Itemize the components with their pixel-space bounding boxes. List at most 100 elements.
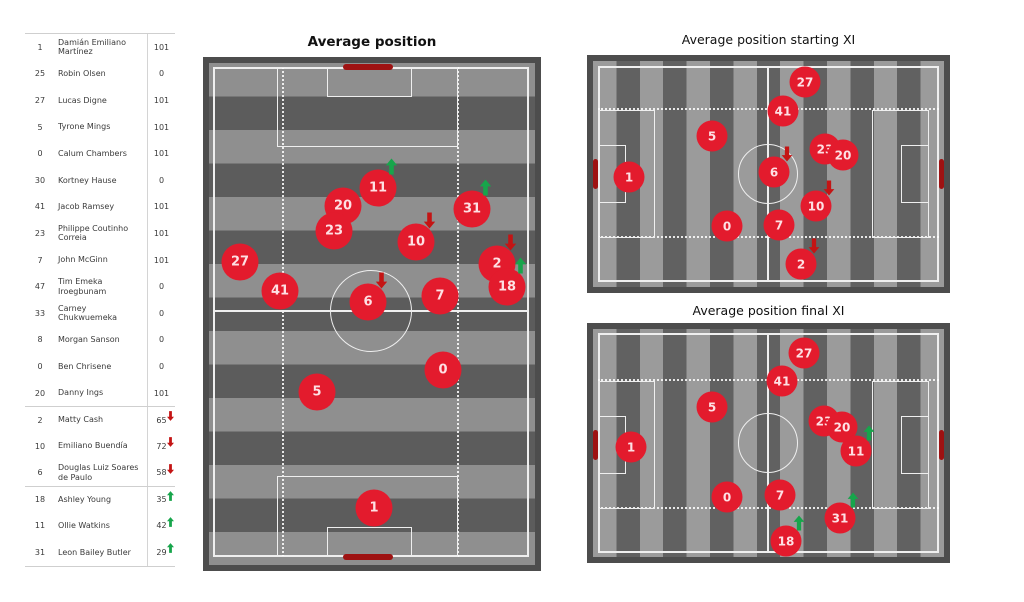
player-marker-5: 5 xyxy=(696,391,728,423)
player-minutes: 101 xyxy=(147,246,175,274)
player-marker-27: 27 xyxy=(221,243,259,281)
player-marker-number: 31 xyxy=(831,511,849,525)
player-number: 2 xyxy=(37,415,43,425)
positional-line-right xyxy=(457,67,459,557)
trend-up-icon xyxy=(167,543,174,554)
player-minutes: 101 xyxy=(147,193,175,221)
trend-up-icon xyxy=(514,257,527,274)
player-number: 25 xyxy=(34,69,46,79)
player-marker-number: 6 xyxy=(769,165,779,179)
minutes-value: 0 xyxy=(158,335,165,345)
player-marker-6: 6 xyxy=(349,272,388,321)
goal-bar-right xyxy=(939,430,944,460)
table-row: 25 Robin Olsen 0 xyxy=(25,60,175,88)
player-name: Tyrone Mings xyxy=(58,122,111,132)
minutes-value: 0 xyxy=(158,282,165,292)
table-row: 18 Ashley Young 35 xyxy=(25,486,175,513)
minutes-value: 101 xyxy=(153,228,170,238)
table-row: 23 Philippe Coutinho Correia 101 xyxy=(25,220,175,247)
player-marker-number: 41 xyxy=(774,104,792,118)
player-name: Carney Chukwuemeka xyxy=(58,303,118,323)
player-minutes: 35 xyxy=(147,487,175,513)
center-circle xyxy=(738,413,798,473)
minutes-value: 0 xyxy=(158,69,165,79)
player-minutes: 65 xyxy=(147,407,175,433)
trend-down-icon xyxy=(167,411,174,422)
table-row: 31 Leon Bailey Butler 29 xyxy=(25,539,175,566)
player-number: 33 xyxy=(34,308,46,318)
player-marker-0: 0 xyxy=(711,481,743,513)
table-row: 6 Douglas Luiz Soares de Paulo 58 xyxy=(25,459,175,487)
player-marker-31: 31 xyxy=(824,492,859,534)
goal-bar-left xyxy=(593,430,598,460)
player-marker-number: 5 xyxy=(312,384,322,400)
player-number: 31 xyxy=(34,548,46,558)
center-circle xyxy=(330,270,412,352)
player-minutes: 0 xyxy=(147,326,175,354)
center-circle xyxy=(738,144,798,204)
minutes-value: 35 xyxy=(156,495,167,505)
player-marker-6: 6 xyxy=(758,146,793,188)
player-marker-7: 7 xyxy=(764,479,796,511)
player-marker-41: 41 xyxy=(766,365,798,397)
player-number: 27 xyxy=(34,95,46,105)
player-marker-number: 27 xyxy=(796,75,814,89)
player-marker-11: 11 xyxy=(359,158,398,207)
trend-down-icon xyxy=(167,463,174,474)
trend-down-icon xyxy=(423,212,436,229)
player-marker-number: 27 xyxy=(230,254,250,270)
player-number: 10 xyxy=(34,441,46,451)
player-marker-number: 1 xyxy=(369,500,379,516)
final-xi-pitch-panel: 27 41 5 23 20 11 1 0 7 31 18 xyxy=(587,323,950,563)
minutes-value: 101 xyxy=(153,255,170,265)
player-number: 0 xyxy=(37,361,43,371)
trend-up-icon xyxy=(167,491,174,501)
table-row: 11 Ollie Watkins 42 xyxy=(25,512,175,540)
trend-up-icon xyxy=(793,515,805,531)
trend-down-icon xyxy=(781,146,793,162)
player-marker-number: 18 xyxy=(777,534,795,548)
player-number: 0 xyxy=(37,149,43,159)
player-marker-41: 41 xyxy=(767,95,799,127)
minutes-value: 72 xyxy=(156,441,167,451)
player-marker-number: 7 xyxy=(775,488,785,502)
player-name: Emiliano Buendía xyxy=(58,441,128,451)
table-row: 10 Emiliano Buendía 72 xyxy=(25,432,175,460)
player-minutes: 0 xyxy=(147,60,175,88)
player-name: Lucas Digne xyxy=(58,95,107,105)
minutes-value: 0 xyxy=(158,175,165,185)
player-name: Ashley Young xyxy=(58,495,112,505)
trend-down-icon xyxy=(823,180,835,196)
player-marker-0: 0 xyxy=(424,351,462,389)
player-marker-5: 5 xyxy=(696,120,728,152)
table-row: 2 Matty Cash 65 xyxy=(25,406,175,433)
player-marker-7: 7 xyxy=(421,277,459,315)
player-marker-number: 20 xyxy=(833,420,851,434)
player-number: 8 xyxy=(37,335,43,345)
player-marker-number: 1 xyxy=(626,440,636,454)
player-number: 23 xyxy=(34,228,46,238)
player-marker-23: 23 xyxy=(315,212,353,250)
trend-down-icon xyxy=(808,238,820,254)
player-marker-number: 2 xyxy=(492,256,502,272)
player-marker-7: 7 xyxy=(763,209,795,241)
player-name: Robin Olsen xyxy=(58,69,106,79)
minutes-value: 101 xyxy=(153,95,170,105)
minutes-value: 0 xyxy=(158,308,165,318)
minutes-value: 29 xyxy=(156,548,167,558)
player-marker-number: 7 xyxy=(774,218,784,232)
player-minutes: 0 xyxy=(147,299,175,327)
player-minutes: 101 xyxy=(147,379,175,407)
player-marker-18: 18 xyxy=(770,515,805,557)
player-minutes: 101 xyxy=(147,87,175,114)
table-row: 8 Morgan Sanson 0 xyxy=(25,326,175,354)
player-minutes: 0 xyxy=(147,166,175,194)
player-marker-41: 41 xyxy=(261,272,299,310)
trend-up-icon xyxy=(863,425,875,441)
goal-box-top xyxy=(327,67,412,97)
player-number: 41 xyxy=(34,202,46,212)
player-name: Jacob Ramsey xyxy=(58,202,115,212)
table-row: 41 Jacob Ramsey 101 xyxy=(25,193,175,221)
player-minutes: 101 xyxy=(147,140,175,167)
player-minutes: 42 xyxy=(147,512,175,540)
